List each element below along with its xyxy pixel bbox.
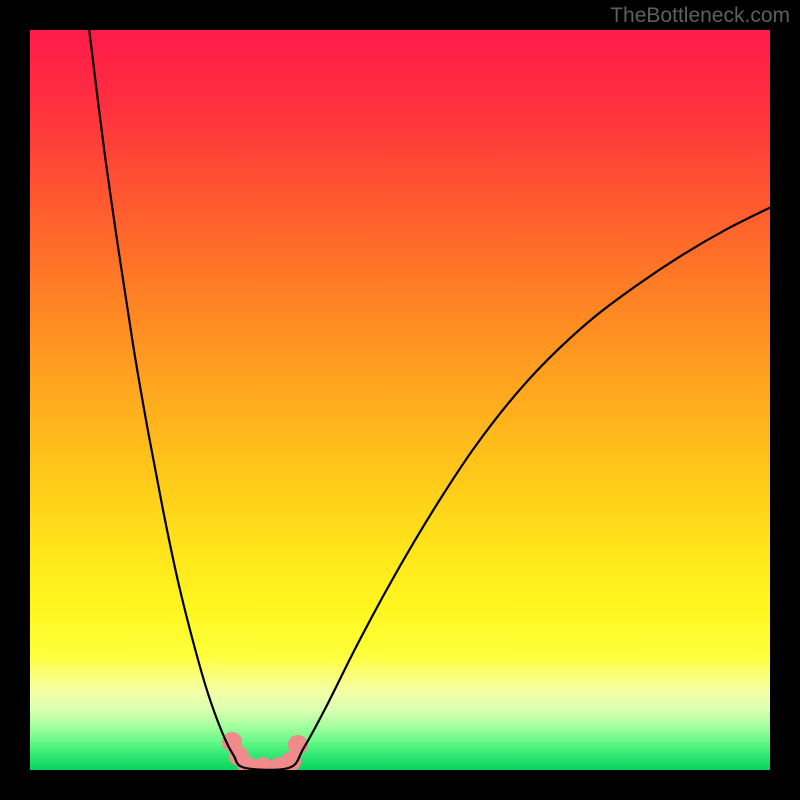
bottleneck-chart [0,0,800,800]
watermark-label: TheBottleneck.com [610,4,790,28]
chart-container: TheBottleneck.com [0,0,800,800]
gradient-background [30,30,770,770]
